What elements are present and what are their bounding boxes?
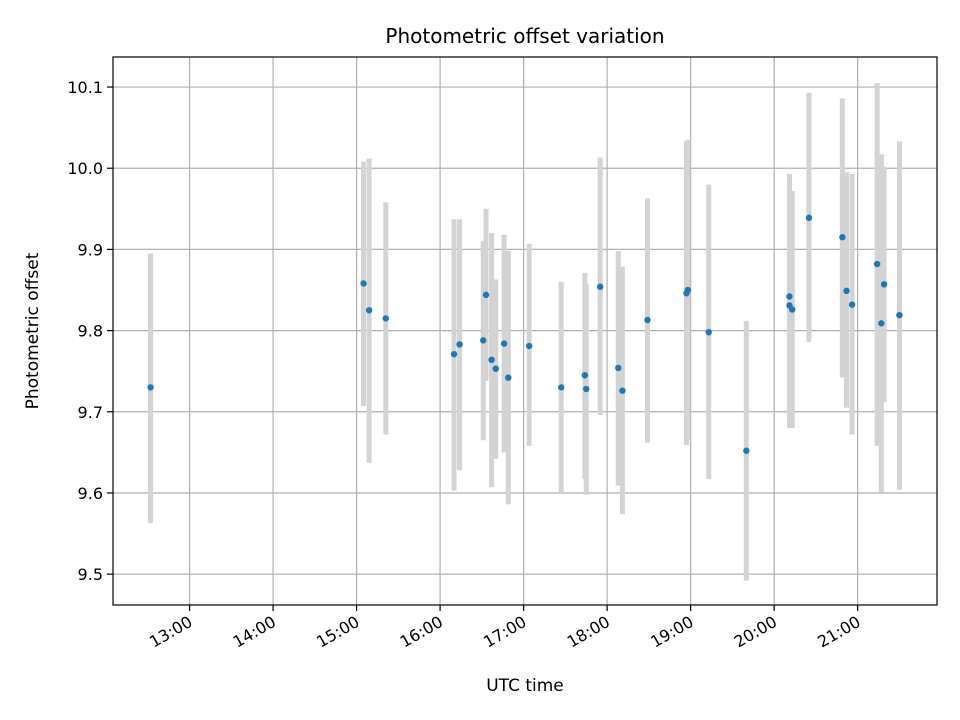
- data-point: [583, 385, 590, 393]
- data-points: [147, 214, 903, 454]
- y-tick-label: 10.0: [67, 159, 103, 178]
- data-point: [492, 365, 499, 372]
- data-point: [786, 293, 793, 300]
- data-point: [450, 350, 458, 358]
- data-point: [848, 301, 856, 308]
- data-point: [581, 372, 589, 379]
- y-tick-label: 9.5: [78, 565, 103, 584]
- data-point: [896, 311, 903, 319]
- x-axis-label: UTC time: [486, 676, 564, 696]
- data-point: [482, 291, 490, 299]
- data-point: [644, 316, 651, 324]
- data-point: [789, 306, 796, 313]
- data-point: [382, 315, 390, 322]
- data-point: [805, 214, 813, 221]
- data-point: [505, 374, 512, 381]
- data-point: [619, 387, 626, 394]
- data-point: [705, 329, 712, 336]
- y-axis-label: Photometric offset: [23, 252, 43, 409]
- data-point: [360, 280, 367, 287]
- y-tick-label: 9.9: [78, 240, 103, 259]
- data-point: [365, 307, 373, 314]
- data-point: [557, 384, 565, 391]
- data-point: [843, 287, 850, 295]
- data-point: [880, 281, 888, 288]
- data-point: [525, 342, 533, 350]
- data-point: [488, 356, 495, 364]
- grid: [113, 57, 937, 605]
- data-point: [147, 384, 154, 391]
- data-point: [878, 320, 885, 327]
- y-tick-label: 10.1: [67, 78, 103, 97]
- data-point: [873, 260, 881, 268]
- data-point: [596, 283, 604, 290]
- data-point: [684, 286, 692, 294]
- y-tick-label: 9.8: [78, 322, 103, 341]
- data-point: [839, 234, 846, 241]
- data-point: [615, 364, 622, 372]
- data-point: [500, 340, 508, 347]
- data-point: [743, 447, 750, 454]
- y-tick-label: 9.7: [78, 403, 103, 422]
- y-axis-ticks: 9.5 9.6 9.7 9.8 9.9 10.0 10.1: [67, 78, 113, 584]
- data-point: [480, 337, 487, 344]
- data-point: [456, 341, 463, 348]
- chart-title: Photometric offset variation: [385, 24, 664, 48]
- y-tick-label: 9.6: [78, 484, 103, 503]
